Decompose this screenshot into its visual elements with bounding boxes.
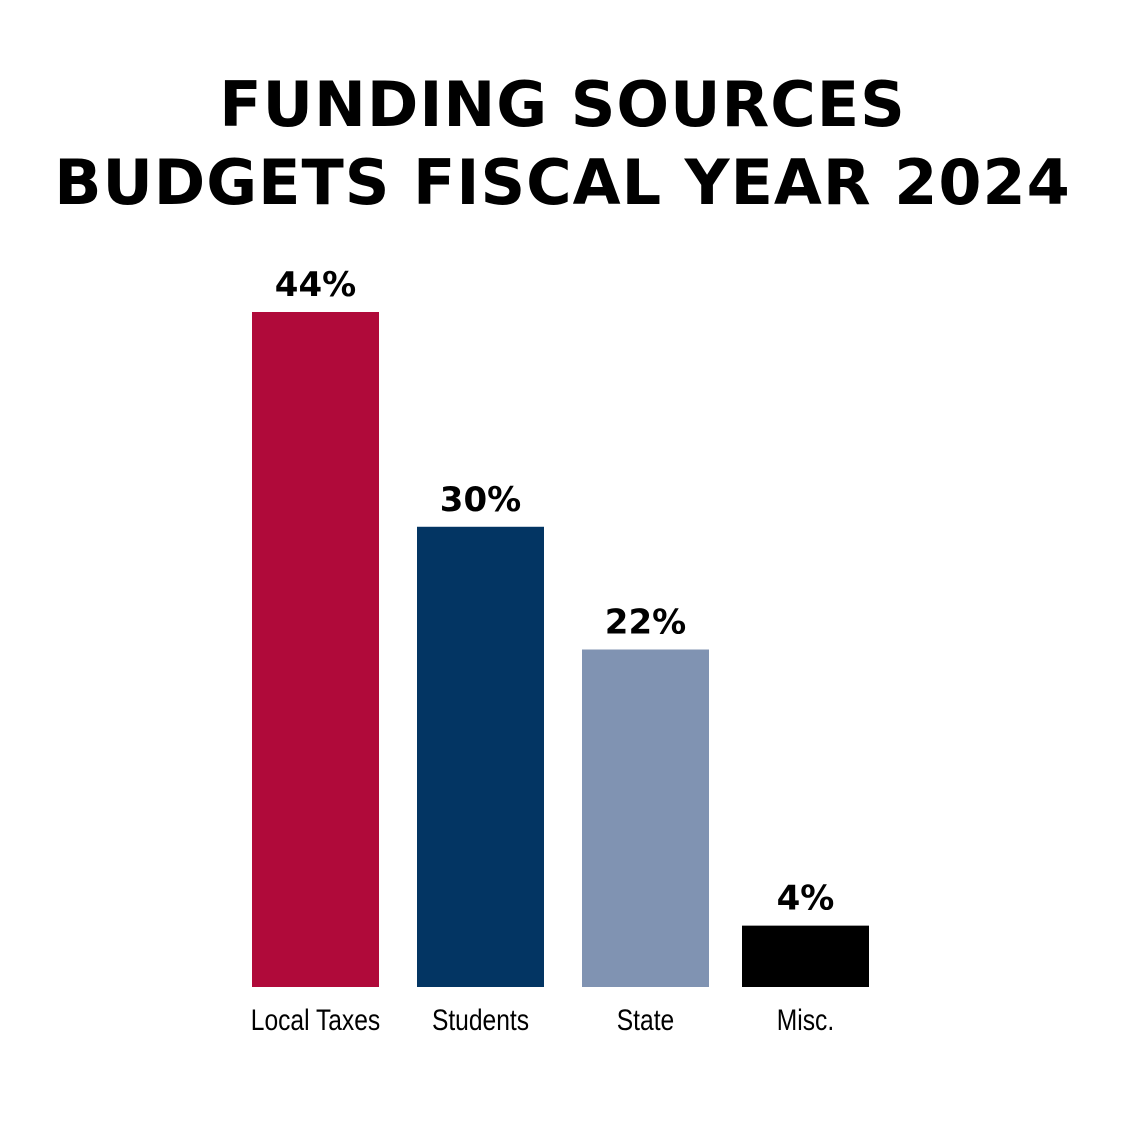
category-label-students: Students bbox=[432, 1003, 529, 1037]
value-label-state: 22% bbox=[605, 603, 686, 643]
category-label-local-taxes: Local Taxes bbox=[251, 1003, 380, 1037]
value-label-local-taxes: 44% bbox=[275, 265, 356, 305]
bar-students bbox=[417, 526, 544, 987]
category-label-state: State bbox=[617, 1003, 674, 1037]
chart-title-block: FUNDING SOURCES BUDGETS FISCAL YEAR 2024 bbox=[0, 66, 1125, 222]
value-label-misc: 4% bbox=[777, 879, 835, 919]
bar-state bbox=[582, 649, 709, 987]
bar-local-taxes bbox=[252, 312, 379, 987]
chart-title: FUNDING SOURCES bbox=[219, 68, 906, 141]
bar-misc bbox=[742, 925, 869, 987]
value-label-students: 30% bbox=[440, 480, 521, 520]
chart-subtitle: BUDGETS FISCAL YEAR 2024 bbox=[54, 146, 1071, 219]
category-label-misc: Misc. bbox=[777, 1003, 834, 1037]
